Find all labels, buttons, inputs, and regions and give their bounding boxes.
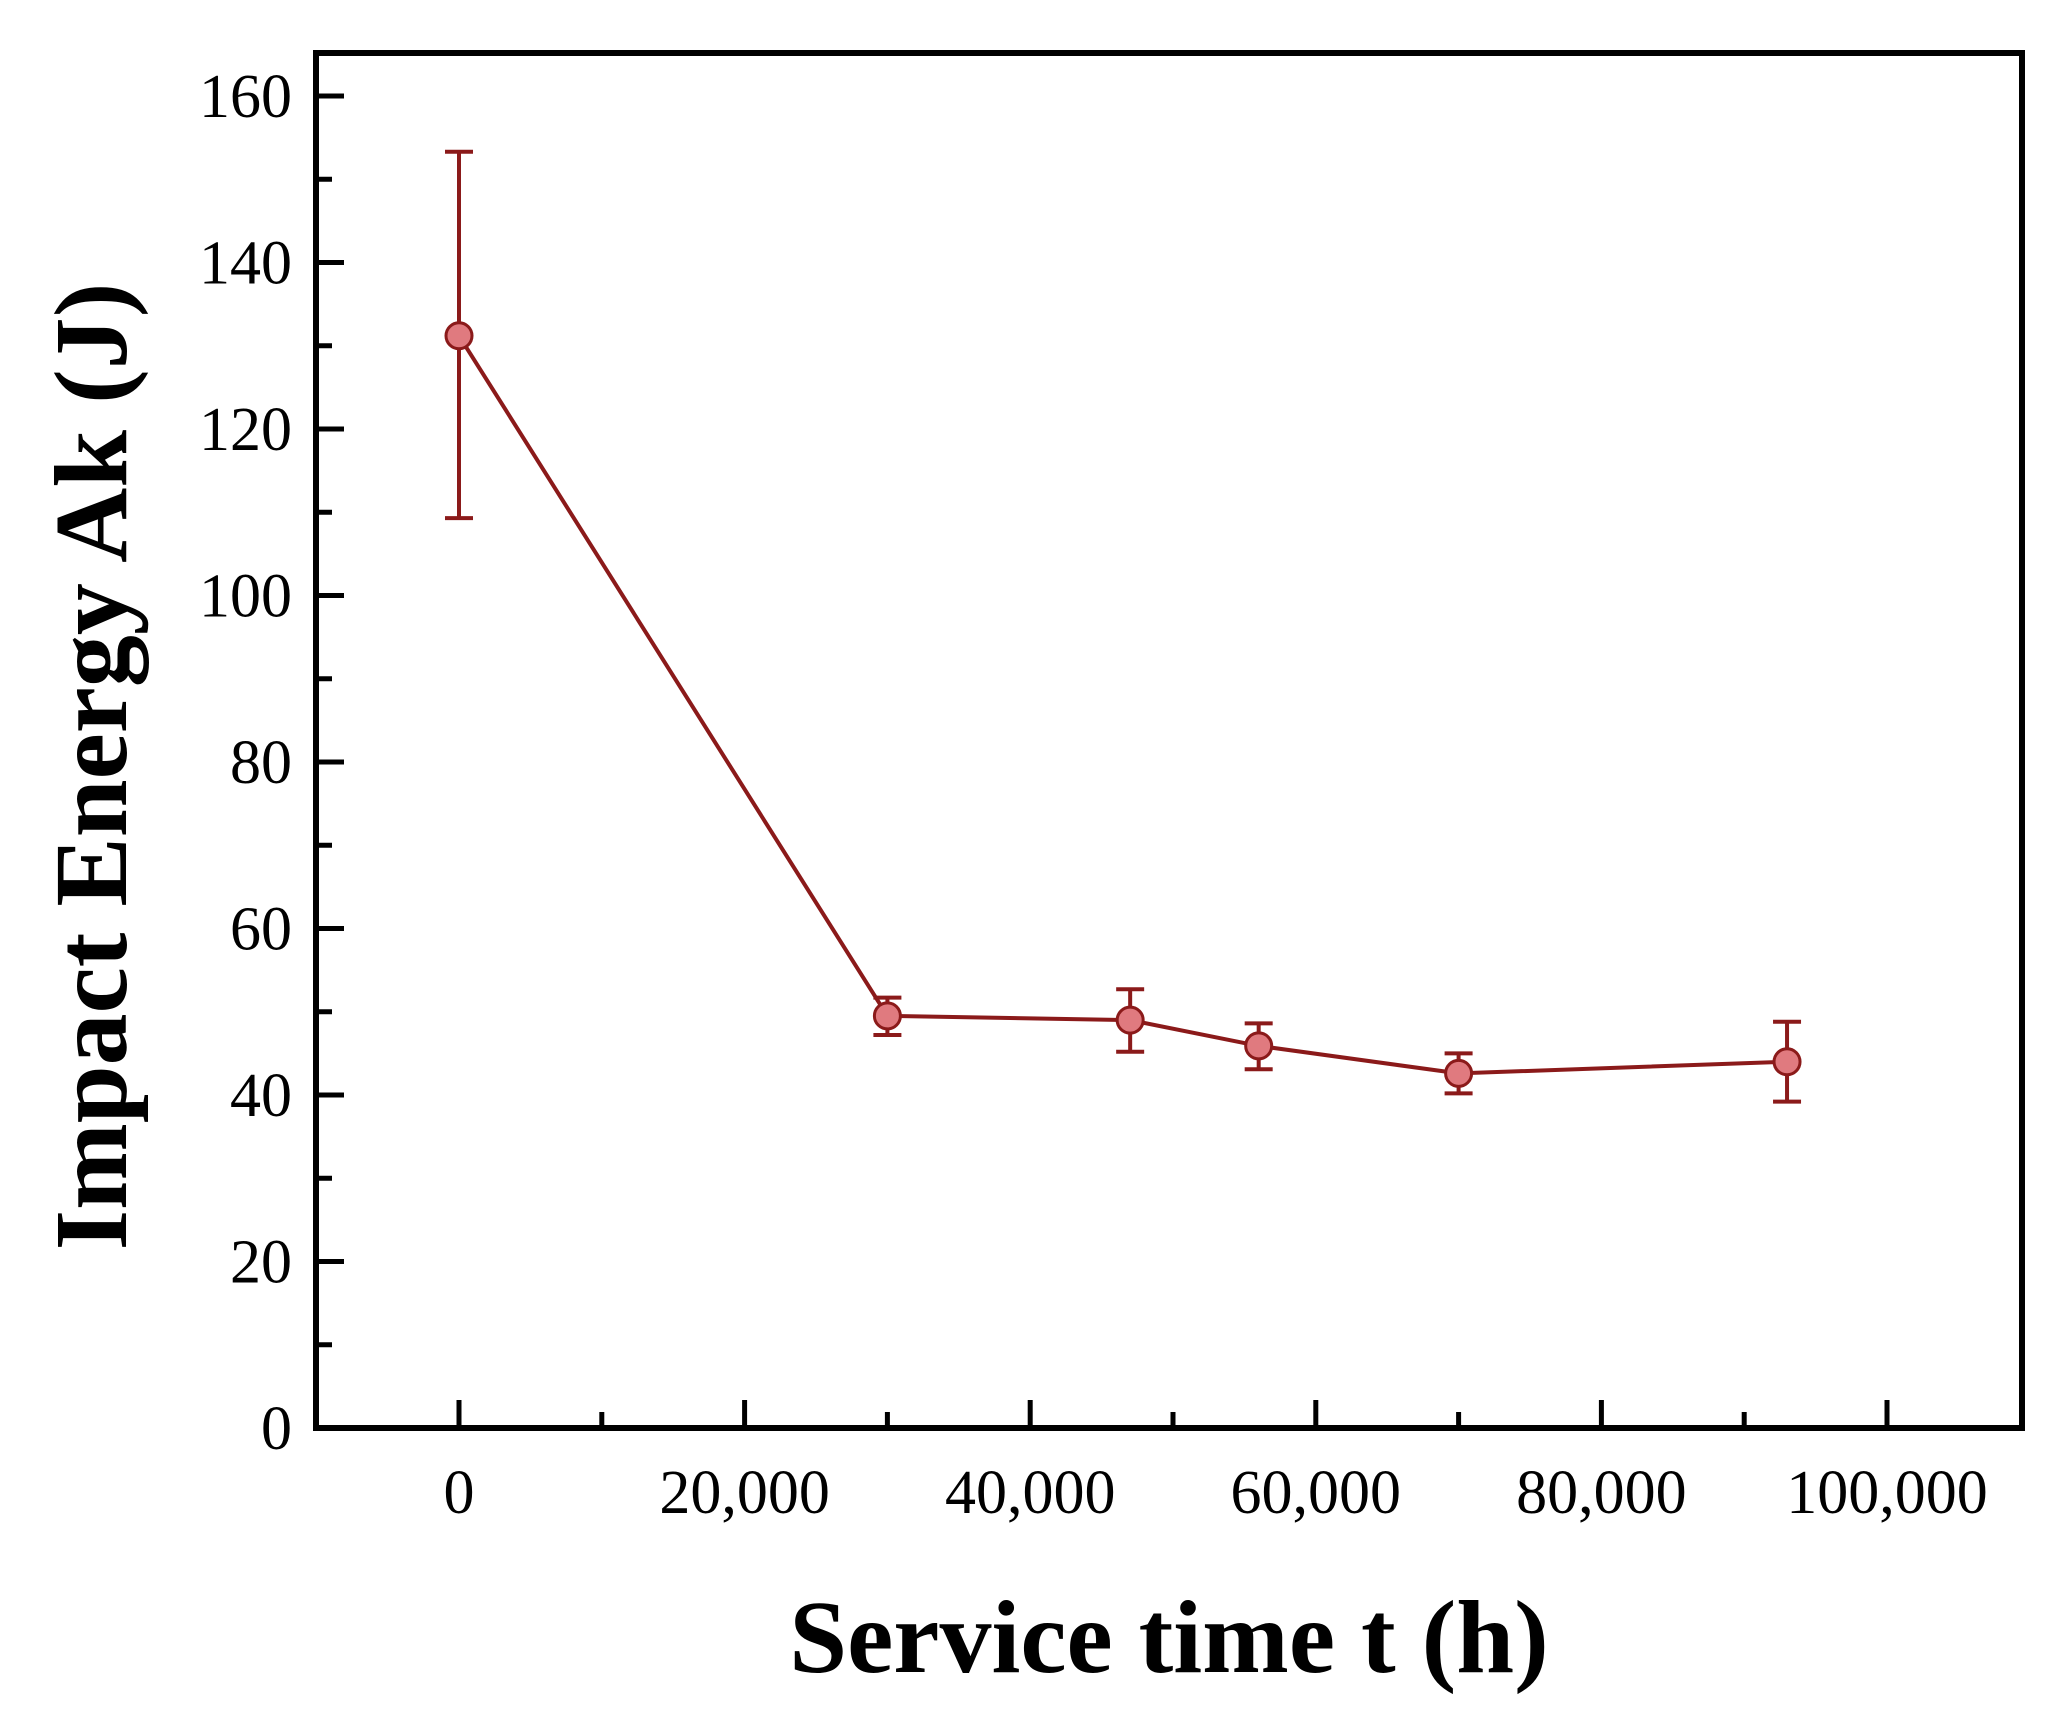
x-tick-label: 100,000	[1786, 1459, 1988, 1527]
axes: 0 20 40 60 80 100 120 140 160 0 20,000 40,000 60,000…	[199, 50, 2025, 1527]
y-tick-label: 160	[199, 63, 292, 131]
y-tick-label: 20	[230, 1229, 292, 1297]
x-tick-label: 80,000	[1516, 1459, 1687, 1527]
data-point	[1244, 1031, 1274, 1061]
data-point	[872, 1001, 902, 1031]
y-tick-label: 0	[261, 1395, 292, 1463]
series-line	[457, 334, 1788, 1076]
x-tick-label: 20,000	[659, 1459, 830, 1527]
y-axis-title: Impact Energy Ak (J)	[34, 283, 149, 1251]
y-tick-label: 60	[230, 896, 292, 964]
x-tick-label: 0	[444, 1459, 475, 1527]
y-tick-label: 40	[230, 1062, 292, 1130]
data-point	[1772, 1047, 1802, 1077]
y-tick-label: 140	[199, 230, 292, 298]
x-tick-label: 60,000	[1231, 1459, 1402, 1527]
data-point	[1115, 1005, 1145, 1035]
y-tick-label: 120	[199, 396, 292, 464]
axis-titles: Service time t (h) Impact Energy Ak (J)	[34, 283, 1549, 1695]
y-tick-label: 100	[199, 563, 292, 631]
data-point	[444, 321, 474, 351]
plot-area	[444, 149, 1802, 1104]
y-tick-label: 80	[230, 729, 292, 797]
plot-frame	[313, 50, 2025, 1431]
x-tick-label: 40,000	[945, 1459, 1116, 1527]
x-axis-title: Service time t (h)	[789, 1580, 1548, 1695]
data-point	[1444, 1058, 1474, 1088]
